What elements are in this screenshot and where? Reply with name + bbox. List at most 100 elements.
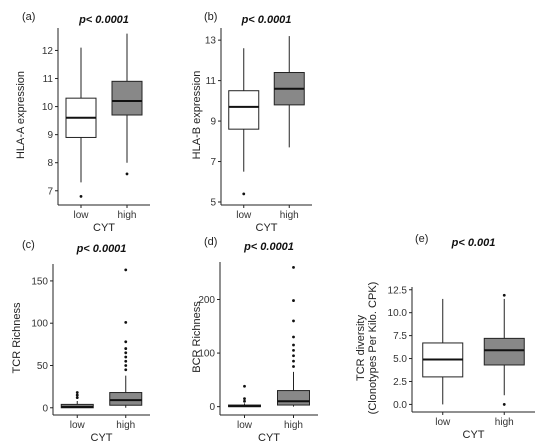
- x-tick-label: low: [73, 210, 89, 221]
- outlier-point: [79, 194, 83, 198]
- y-tick-label: 9: [210, 117, 216, 128]
- outlier-point: [292, 319, 295, 323]
- outlier-point: [125, 172, 129, 176]
- y-axis-label: (Clonotypes Per Kilo. CPK): [367, 282, 379, 415]
- y-tick-label: 100: [31, 319, 48, 330]
- y-tick-label: 8: [47, 158, 53, 169]
- x-tick-label: high: [116, 420, 135, 431]
- x-axis-label: CYT: [463, 429, 485, 441]
- y-axis-label: BCR Richness: [191, 301, 203, 373]
- panel-label: (e): [415, 233, 428, 245]
- panel-e: (e) p< 0.001 0.0 2.5 5.0 7.5 10.0 12.5 low high CY…: [355, 233, 535, 441]
- outlier-point: [292, 348, 295, 352]
- y-tick-label: 200: [198, 295, 215, 306]
- outlier-point: [292, 365, 295, 368]
- panel-d: (d) p< 0.0001 0 100 200 low high CYT BCR Richnes…: [191, 236, 318, 444]
- x-tick-label: low: [70, 420, 86, 431]
- outlier-point: [292, 299, 295, 302]
- x-tick-label: low: [237, 420, 253, 431]
- outlier-point: [502, 403, 506, 406]
- y-tick-label: 7.5: [393, 331, 407, 342]
- p-value-title: p< 0.0001: [78, 14, 129, 26]
- box-body: [109, 392, 143, 406]
- outlier-point: [124, 359, 128, 363]
- x-tick-label: high: [284, 420, 303, 431]
- p-value-title: p< 0.0001: [76, 243, 127, 255]
- y-tick-label: 0: [209, 402, 215, 413]
- box-low: [228, 48, 260, 196]
- outlier-point: [292, 343, 295, 347]
- x-tick-label: low: [435, 417, 451, 428]
- panel-label: (a): [22, 11, 35, 23]
- y-tick-label: 12: [42, 46, 54, 57]
- outlier-point: [75, 393, 79, 397]
- box-low: [422, 298, 464, 405]
- outlier-point: [124, 364, 128, 367]
- y-tick-label: 10.0: [388, 308, 408, 319]
- x-axis-label: CYT: [258, 432, 280, 444]
- box-high: [109, 268, 143, 408]
- outlier-point: [124, 268, 128, 272]
- x-axis-label: CYT: [256, 222, 278, 234]
- box-high: [483, 293, 525, 406]
- box-high: [277, 265, 310, 407]
- box-low: [60, 391, 94, 409]
- y-tick-label: 7: [47, 186, 53, 197]
- y-tick-label: 10: [42, 102, 54, 113]
- outlier-point: [292, 335, 295, 339]
- outlier-point: [124, 340, 128, 344]
- y-tick-label: 0: [42, 403, 48, 414]
- p-value-title: p< 0.001: [451, 237, 496, 249]
- x-tick-label: high: [495, 417, 514, 428]
- outlier-point: [243, 397, 246, 401]
- outlier-point: [243, 399, 246, 403]
- outlier-point: [242, 192, 246, 196]
- y-tick-label: 11: [43, 74, 54, 85]
- box-body: [111, 80, 143, 116]
- outlier-point: [75, 391, 79, 394]
- box-body: [483, 337, 525, 366]
- box-low: [65, 47, 97, 198]
- y-axis-label: HLA-A expression: [15, 71, 27, 159]
- y-axis-label: HLA-B expression: [191, 71, 203, 160]
- panel-label: (d): [204, 236, 217, 248]
- y-axis-label: TCR diversity: [355, 315, 367, 382]
- x-tick-label: low: [236, 210, 252, 221]
- box-body: [228, 90, 260, 130]
- y-tick-label: 12.5: [388, 285, 408, 296]
- outlier-point: [292, 359, 295, 363]
- y-tick-label: 13: [205, 36, 217, 47]
- y-tick-label: 5: [210, 198, 216, 209]
- box-body: [277, 390, 310, 406]
- outlier-point: [124, 368, 128, 372]
- p-value-title: p< 0.0001: [241, 14, 292, 26]
- y-tick-label: 0.0: [393, 400, 407, 411]
- outlier-point: [502, 293, 506, 297]
- outlier-point: [124, 347, 128, 350]
- y-tick-label: 9: [47, 130, 53, 141]
- y-tick-label: 2.5: [393, 377, 407, 388]
- box-low: [228, 384, 261, 408]
- panel-label: (b): [204, 11, 217, 23]
- x-tick-label: high: [280, 210, 299, 221]
- y-tick-label: 11: [206, 76, 217, 87]
- y-tick-label: 5.0: [393, 354, 407, 365]
- panel-label: (c): [22, 239, 35, 251]
- y-tick-label: 150: [31, 276, 48, 287]
- box-high: [111, 33, 143, 176]
- p-value-title: p< 0.0001: [243, 241, 294, 253]
- y-axis-label: TCR Richness: [11, 302, 23, 373]
- x-axis-label: CYT: [93, 222, 115, 234]
- x-tick-label: high: [118, 210, 137, 221]
- y-tick-label: 50: [37, 361, 49, 372]
- y-tick-label: 7: [210, 157, 216, 168]
- outlier-point: [124, 320, 128, 324]
- outlier-point: [292, 354, 295, 358]
- outlier-point: [124, 351, 128, 355]
- outlier-point: [124, 355, 128, 359]
- y-tick-label: 100: [198, 349, 215, 360]
